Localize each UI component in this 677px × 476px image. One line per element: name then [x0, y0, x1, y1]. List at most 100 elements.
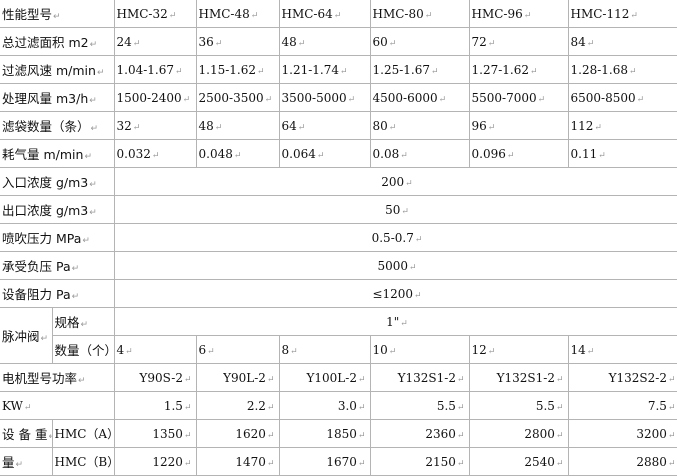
cell-text: Y132S1-2 — [497, 371, 564, 385]
cell-text: 2540 — [524, 455, 563, 469]
cell-text: 2880 — [636, 455, 675, 469]
cell-text: 3.0 — [338, 399, 366, 413]
cell-text: 处理风量 m3/h — [2, 91, 97, 106]
cell: 5500-7000 — [468, 83, 569, 112]
cell-text: 36 — [199, 35, 223, 49]
cell: Y132S1-2 — [468, 363, 569, 392]
cell-text: 24 — [117, 35, 141, 49]
cell-text: 承受负压 Pa — [2, 259, 79, 274]
row-label: 滤袋数量（条） — [0, 111, 115, 140]
table-row: 入口浓度 g/m3 200 — [0, 167, 677, 196]
cell-text: 96 — [472, 119, 496, 133]
weight-b-row: 量 HMC（B） 1220 1470 1670 2150 2540 2880 — [0, 447, 677, 476]
cell-text: KW — [2, 399, 31, 413]
cell-text: 3200 — [636, 427, 675, 441]
row-label: 喷吹压力 MPa — [0, 223, 115, 252]
cell: 0.096 — [468, 139, 569, 168]
model-header: HMC-32 — [113, 0, 197, 28]
cell-text: HMC-80 — [373, 7, 433, 21]
cell: 24 — [113, 27, 197, 56]
cell-text: 8 — [282, 343, 298, 357]
model-header: HMC-64 — [278, 0, 371, 28]
cell-text: 72 — [472, 35, 496, 49]
cell: 2880 — [567, 447, 677, 476]
cell-text: 1.5 — [164, 399, 192, 413]
cell-text: 5000 — [377, 259, 416, 273]
sub-label: 数量（个） — [52, 335, 115, 364]
cell: 50 — [113, 195, 677, 224]
table-row: 总过滤面积 m2 24 36 48 60 72 84 — [0, 27, 677, 56]
cell: 2800 — [468, 419, 569, 448]
table-row: 滤袋数量（条） 32 48 64 80 96 112 — [0, 111, 677, 140]
cell: 1.25-1.67 — [369, 55, 470, 84]
row-label: 处理风量 m3/h — [0, 83, 115, 112]
sub-label: HMC（B） — [51, 447, 115, 476]
cell-text: Y100L-2 — [306, 371, 365, 385]
kw-row: KW 1.5 2.2 3.0 5.5 5.5 7.5 — [0, 391, 677, 420]
cell: 2500-3500 — [195, 83, 280, 112]
cell: ≤1200 — [113, 279, 677, 308]
cell-text: 64 — [282, 119, 306, 133]
cell-text: 60 — [373, 35, 397, 49]
cell-text: 1.04-1.67 — [117, 63, 183, 77]
row-label: 设 备 重 — [0, 419, 53, 448]
cell: 12 — [468, 335, 569, 364]
cell: 48 — [278, 27, 371, 56]
cell-text: 1850 — [326, 427, 365, 441]
cell-text: 喷吹压力 MPa — [2, 231, 90, 246]
cell-text: Y90S-2 — [139, 371, 191, 385]
cell-text: 1.25-1.67 — [373, 63, 439, 77]
cell-text: 2800 — [524, 427, 563, 441]
cell: 6 — [195, 335, 280, 364]
cell: 1.21-1.74 — [278, 55, 371, 84]
cell: Y90L-2 — [195, 363, 280, 392]
cell-text: HMC-112 — [571, 7, 638, 21]
row-label: KW — [0, 391, 115, 420]
cell: 2150 — [369, 447, 470, 476]
row-label: 脉冲阀 — [0, 307, 53, 364]
cell: 3500-5000 — [278, 83, 371, 112]
cell: 10 — [369, 335, 470, 364]
cell: Y132S2-2 — [567, 363, 677, 392]
header-row: 性能型号 HMC-32 HMC-48 HMC-64 HMC-80 HMC-96 HMC-11… — [0, 0, 677, 28]
sub-label: 规格 — [51, 307, 115, 336]
cell-text: 设备阻力 Pa — [2, 287, 79, 302]
cell: 1670 — [278, 447, 371, 476]
row-label: 电机型号功率 — [0, 363, 115, 392]
cell: 1.28-1.68 — [567, 55, 677, 84]
cell: 1350 — [113, 419, 197, 448]
cell-text: 数量（个） — [55, 343, 114, 358]
cell: 1500-2400 — [113, 83, 197, 112]
cell: 2.2 — [195, 391, 280, 420]
cell: 0.064 — [278, 139, 371, 168]
cell-text: 14 — [571, 343, 595, 357]
cell: 64 — [278, 111, 371, 140]
cell-text: 1620 — [235, 427, 274, 441]
table-row: 处理风量 m3/h 1500-2400 2500-3500 3500-5000 4500… — [0, 83, 677, 112]
weight-a-row: 设 备 重 HMC（A） 1350 1620 1850 2360 2800 3200 — [0, 419, 677, 448]
cell-text: 1670 — [326, 455, 365, 469]
cell-text: 2.2 — [247, 399, 275, 413]
cell-text: 4500-6000 — [373, 91, 447, 105]
model-header: HMC-80 — [369, 0, 470, 28]
table-row: 设备阻力 Pa ≤1200 — [0, 279, 677, 308]
row-label: 性能型号 — [0, 0, 115, 28]
cell-text: 0.032 — [117, 147, 160, 161]
motor-row: 电机型号功率 Y90S-2 Y90L-2 Y100L-2 Y132S1-2 Y132S1-… — [0, 363, 677, 392]
cell-text: 2500-3500 — [199, 91, 273, 105]
cell-text: 1.15-1.62 — [199, 63, 265, 77]
cell-text: Y90L-2 — [223, 371, 274, 385]
cell: 1850 — [278, 419, 371, 448]
cell: 72 — [468, 27, 569, 56]
cell-text: 7.5 — [648, 399, 676, 413]
table-row: 过滤风速 m/min 1.04-1.67 1.15-1.62 1.21-1.74 1.2… — [0, 55, 677, 84]
row-label: 设备阻力 Pa — [0, 279, 115, 308]
model-header: HMC-48 — [195, 0, 280, 28]
cell: 60 — [369, 27, 470, 56]
cell: 2360 — [369, 419, 470, 448]
cell: 8 — [278, 335, 371, 364]
row-label: 过滤风速 m/min — [0, 55, 115, 84]
cell: 5.5 — [468, 391, 569, 420]
cell-text: HMC-32 — [117, 7, 177, 21]
cell: 6500-8500 — [567, 83, 677, 112]
